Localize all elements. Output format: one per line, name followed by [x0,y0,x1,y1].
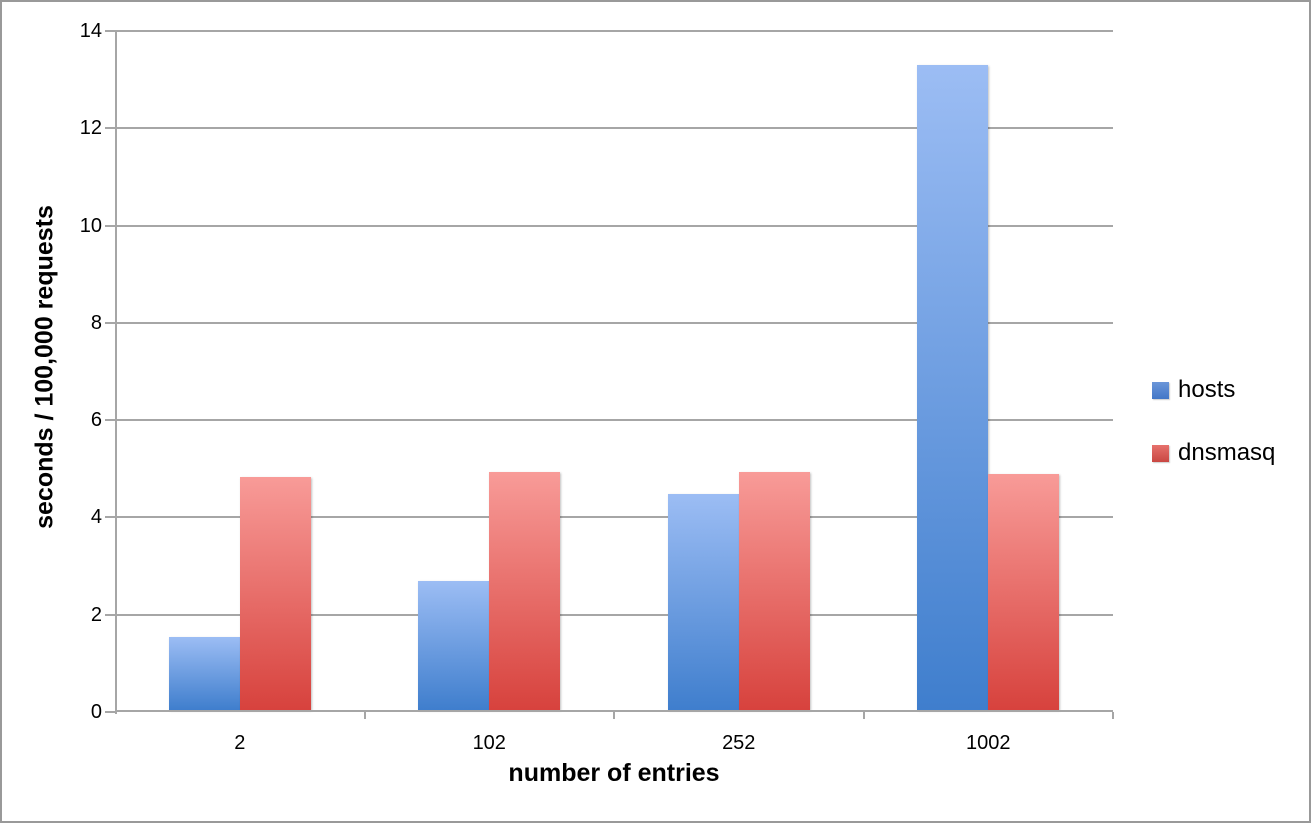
gridline [115,516,1113,519]
x-tick-label: 2 [234,732,246,754]
bar-dnsmasq [239,476,311,710]
gridline [115,613,1113,616]
x-axis-line [115,710,1113,712]
x-axis-tick [363,712,366,719]
bar-hosts [418,581,490,710]
bar-dnsmasq [738,471,810,710]
y-tick-label: 14 [79,20,102,42]
legend-label-dnsmasq: dnsmasq [1178,439,1276,466]
y-tick-label: 0 [90,701,102,723]
bar-hosts [917,65,989,710]
bar-hosts [168,637,240,710]
y-axis-tick [105,30,115,32]
legend: hosts dnsmasq [1152,373,1275,499]
bar-dnsmasq [489,471,561,710]
gridline [115,321,1113,324]
plot-area [105,30,1114,719]
y-axis-title-text: seconds / 100,000 requests [30,205,59,529]
legend-label-hosts: hosts [1178,376,1236,403]
y-tick-label: 4 [90,506,102,529]
bar-dnsmasq [988,474,1060,710]
y-tick-label: 2 [90,603,102,626]
x-axis-tick [862,712,865,719]
y-tick-label: 8 [90,311,102,334]
gridline [115,30,1113,32]
x-tick-label: 1002 [966,732,1011,754]
x-axis-tick [1112,712,1114,719]
x-tick-label: 102 [472,732,506,754]
x-tick-label: 252 [722,732,756,754]
y-tick-label: 6 [90,409,102,432]
x-axis-title: number of entries [508,759,720,787]
hosts-swatch-icon [1152,381,1169,399]
y-axis-tick [105,516,115,519]
y-axis-tick [105,224,115,227]
y-axis-tick [105,711,115,713]
gridline [115,419,1113,422]
y-axis-tick [105,613,115,616]
legend-item-hosts: hosts [1152,373,1275,407]
y-axis-tick [105,127,115,130]
bar-hosts [667,493,739,710]
x-axis-tick [613,712,615,719]
y-axis-tick [105,321,115,324]
gridline [115,127,1113,130]
legend-item-dnsmasq: dnsmasq [1152,436,1275,470]
y-axis-line [115,31,117,714]
y-tick-label: 10 [79,214,102,237]
dnsmasq-swatch-icon [1152,444,1169,462]
gridline [115,224,1113,227]
y-tick-label: 12 [79,117,102,140]
y-axis-tick [105,419,115,422]
